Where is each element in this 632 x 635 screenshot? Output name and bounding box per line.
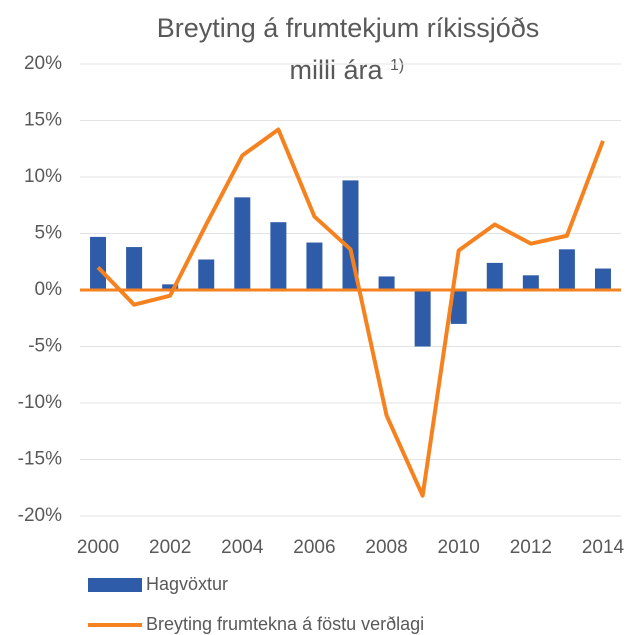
y-tick-label: -20% [18, 505, 62, 526]
chart-title: Breyting á frumtekjum ríkissjóðs [157, 13, 540, 43]
bar [306, 242, 323, 290]
bar [234, 197, 251, 290]
bar [198, 259, 215, 290]
y-tick-label: -15% [18, 449, 62, 470]
bar [414, 290, 431, 347]
y-tick-label: 20% [24, 53, 62, 74]
line [96, 127, 605, 498]
title-note: 1) [390, 57, 404, 74]
bar [126, 247, 143, 290]
x-tick-label: 2010 [438, 537, 480, 558]
x-tick-label: 2012 [510, 537, 552, 558]
y-tick-label: 5% [35, 223, 63, 244]
bar [594, 268, 611, 290]
x-tick-label: 2008 [365, 537, 407, 558]
x-tick-label: 2006 [293, 537, 335, 558]
y-tick-label: -5% [28, 336, 62, 357]
y-tick-label: 10% [24, 166, 62, 187]
bar [270, 222, 287, 290]
chart-title: milli ára [289, 55, 383, 85]
legend-label: Breyting frumtekna á föstu verðlagi [146, 614, 424, 634]
bar [486, 262, 503, 290]
y-tick-label: 15% [24, 110, 62, 131]
y-tick-label: -10% [18, 392, 62, 413]
bar [378, 276, 395, 290]
bar [522, 275, 539, 290]
x-tick-label: 2002 [149, 537, 191, 558]
x-tick-label: 2014 [582, 537, 625, 558]
bar [558, 249, 575, 290]
bar [162, 284, 179, 290]
x-tick-label: 2000 [77, 537, 119, 558]
bar [450, 290, 467, 324]
y-tick-label: 0% [35, 279, 63, 300]
legend-label: Hagvöxtur [146, 574, 228, 594]
legend-swatch [88, 578, 142, 592]
x-tick-label: 2004 [221, 537, 264, 558]
bar [90, 236, 107, 290]
